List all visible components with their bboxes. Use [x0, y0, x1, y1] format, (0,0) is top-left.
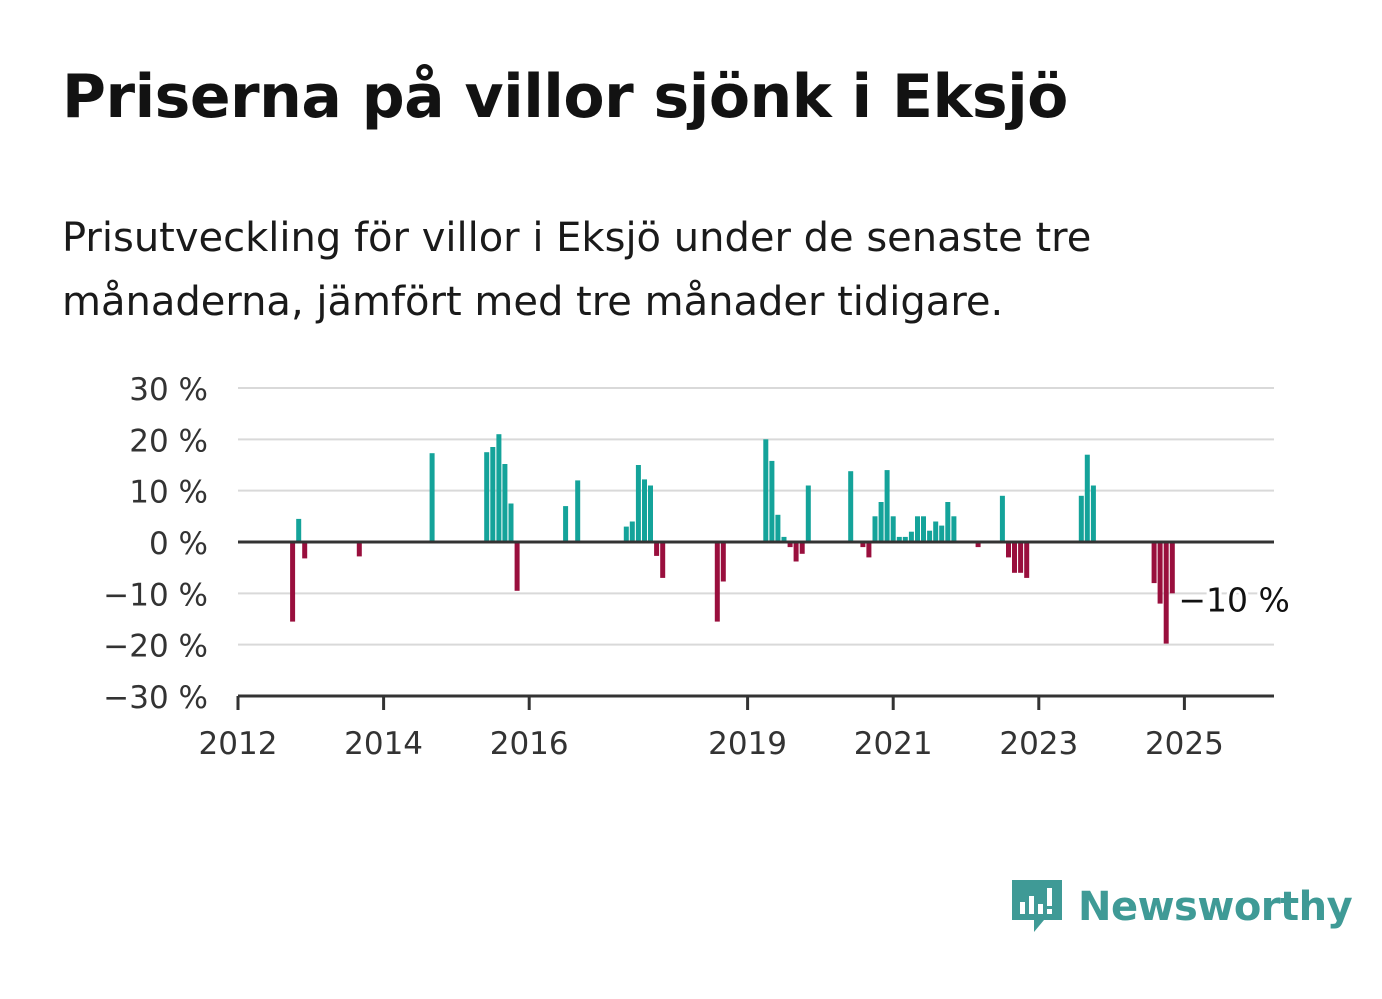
y-tick-label: −10 %: [103, 577, 208, 613]
x-tick-label: 2023: [999, 726, 1078, 762]
bar: [1006, 542, 1011, 558]
bar: [514, 542, 520, 591]
bar: [793, 542, 799, 562]
bar: [484, 452, 490, 542]
bar: [660, 542, 666, 578]
bar: [1157, 542, 1163, 604]
bar: [648, 485, 653, 542]
bar: [860, 542, 866, 548]
chart-subtitle: Prisutveckling för villor i Eksjö under …: [62, 215, 1092, 325]
bar: [1084, 454, 1090, 542]
bar: [1163, 542, 1169, 644]
bar: [781, 536, 787, 542]
bar: [720, 542, 726, 582]
bar: [908, 531, 914, 542]
bar: [775, 514, 781, 542]
bar: [1090, 485, 1096, 542]
x-tick-label: 2014: [344, 726, 423, 762]
bar: [951, 516, 957, 542]
x-tick-label: 2021: [854, 726, 933, 762]
bar: [769, 460, 775, 542]
bar: [866, 542, 872, 558]
x-tick-label: 2012: [199, 726, 278, 762]
bar: [915, 516, 920, 542]
bar: [872, 516, 878, 542]
bar: [635, 465, 641, 542]
bar: [805, 485, 811, 542]
bar: [356, 542, 362, 557]
newsworthy-logo-icon: [1012, 880, 1062, 932]
bar: [799, 542, 805, 554]
chart-title: Priserna på villor sjönk i Eksjö: [62, 62, 1068, 132]
bar: [1018, 542, 1024, 573]
bar: [1024, 542, 1030, 578]
y-tick-label: 10 %: [129, 475, 208, 511]
y-tick-label: 20 %: [129, 423, 208, 459]
y-tick-label: −30 %: [103, 680, 208, 716]
bar: [496, 434, 502, 542]
x-tick-label: 2025: [1145, 726, 1224, 762]
bar: [654, 542, 660, 556]
bar: [290, 542, 296, 622]
bar: [878, 502, 884, 542]
bar: [939, 525, 945, 542]
bar: [1012, 542, 1017, 573]
y-tick-label: −20 %: [103, 629, 208, 665]
bar: [975, 542, 981, 548]
bar: [1078, 495, 1084, 542]
bar: [502, 464, 508, 542]
bar: [787, 542, 793, 548]
bar: [927, 530, 933, 542]
bar: [490, 447, 496, 542]
bar: [902, 536, 908, 542]
x-tick-label: 2016: [490, 726, 569, 762]
brand-logo: Newsworthy: [1010, 876, 1353, 938]
bar: [508, 503, 514, 542]
bar: [563, 506, 569, 542]
bar: [999, 495, 1005, 542]
bar: [921, 516, 926, 542]
bar: [945, 502, 951, 542]
bar: [848, 471, 854, 542]
bar: [296, 518, 302, 542]
bar: [642, 479, 647, 542]
bar-chart: 30 % 20 % 10 % 0 % −10 % −20 % −30 % 2012 2014 20…: [103, 372, 1293, 762]
bar: [429, 453, 435, 542]
bar: [714, 542, 720, 622]
x-tick-label: 2019: [708, 726, 787, 762]
bar: [575, 480, 581, 542]
brand-name: Newsworthy: [1078, 884, 1353, 930]
annotation-label: −10 %: [1178, 580, 1290, 619]
bar: [890, 516, 896, 542]
y-tick-label: 30 %: [129, 372, 208, 408]
bar: [1151, 542, 1157, 584]
bar: [623, 526, 629, 542]
bar: [1169, 542, 1175, 594]
bar: [302, 542, 308, 559]
bar: [933, 521, 939, 542]
bar: [629, 521, 635, 542]
bar: [896, 536, 902, 542]
y-tick-label: 0 %: [149, 526, 208, 562]
bar: [884, 470, 890, 542]
bar: [763, 439, 769, 542]
